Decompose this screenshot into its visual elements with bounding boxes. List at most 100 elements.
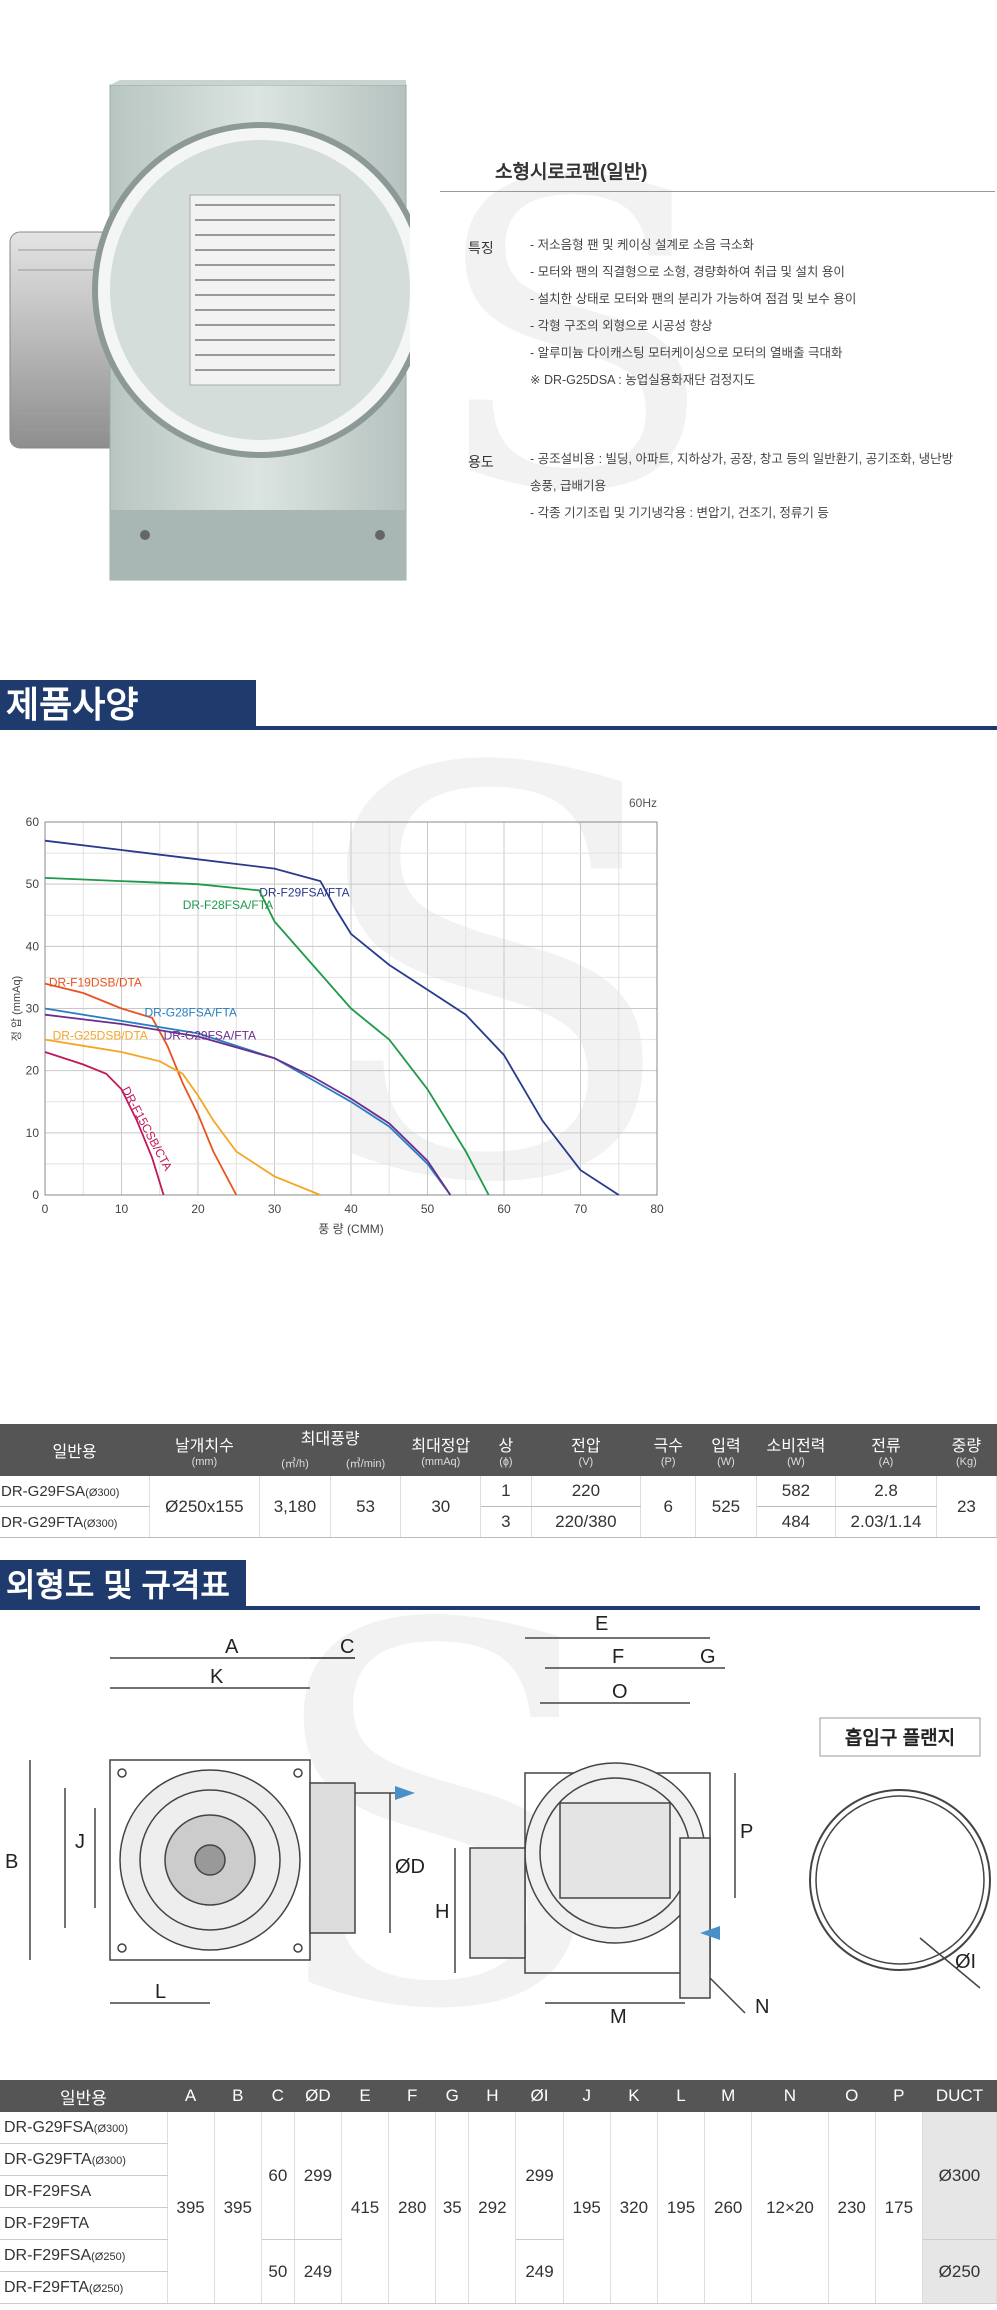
x-tick-label: 60	[497, 1202, 511, 1216]
G-cell: 35	[435, 2112, 470, 2304]
x-tick-label: 10	[115, 1202, 129, 1216]
flange-label: 흡입구 플랜지	[845, 1726, 955, 1749]
dim-label: G	[700, 1646, 716, 1668]
flange-label-box	[819, 1717, 981, 1757]
x-tick-label: 80	[650, 1202, 664, 1216]
series-label: DR-G25DSB/DTA	[53, 1029, 148, 1043]
section-title: 제품사양	[0, 680, 256, 730]
th-cell: DUCT	[922, 2080, 997, 2112]
y-tick-label: 60	[26, 815, 40, 829]
dim-label: P	[740, 1821, 753, 1843]
th-cell: L	[657, 2080, 705, 2112]
th-flow-min: (㎥/min)	[330, 1450, 401, 1476]
th-current: 전류 (A)	[835, 1424, 937, 1476]
series-line	[44, 1051, 165, 1196]
I-cell: 249	[515, 2239, 564, 2304]
duct-cell: Ø250	[922, 2239, 997, 2304]
outline-drawing: A C K B J ØD L E F G O P H M N ØI 흡입구 플랜…	[5, 1613, 991, 2028]
y-tick-label: 0	[32, 1188, 39, 1202]
model-cell: DR-G29FSA(Ø300)	[0, 2112, 168, 2144]
airflow-arrow-icon	[700, 1926, 720, 1940]
current-cell: 2.8	[835, 1476, 937, 1507]
dim-label: E	[595, 1613, 608, 1635]
fan-product-photo	[9, 80, 410, 581]
frequency-label: 60Hz	[629, 796, 657, 810]
th-cell: M	[704, 2080, 752, 2112]
feature-item: - 설치한 상태로 모터와 팬의 분리가 가능하여 점검 및 보수 용이	[530, 292, 857, 306]
inlet-flange	[809, 1789, 991, 1971]
title-divider	[440, 191, 995, 192]
section-underline	[0, 1606, 980, 1610]
th-maxflow: 최대풍량	[259, 1424, 401, 1450]
model-cell: DR-G29FTA(Ø300)	[0, 1506, 150, 1538]
y-tick-label: 50	[26, 877, 40, 891]
table-row: DR-G29FTA(Ø300) 3 220/380 484 2.03/1.14	[0, 1506, 997, 1538]
x-tick-label: 50	[421, 1202, 435, 1216]
size-cell: Ø250x155	[149, 1476, 261, 1538]
th-cell: ØD	[294, 2080, 342, 2112]
I-cell: 299	[515, 2112, 564, 2240]
current-cell: 2.03/1.14	[835, 1506, 937, 1538]
O-cell: 230	[828, 2112, 876, 2304]
th-cell: C	[261, 2080, 295, 2112]
th-cell: E	[341, 2080, 389, 2112]
voltage-cell: 220	[531, 1476, 642, 1507]
flow-h-cell: 3,180	[259, 1476, 331, 1538]
series-line	[44, 839, 620, 1196]
dim-label: L	[155, 1981, 166, 2003]
x-tick-label: 20	[191, 1202, 205, 1216]
th-model: 일반용	[0, 1424, 150, 1476]
power-cell: 582	[756, 1476, 837, 1507]
press-cell: 30	[400, 1476, 482, 1538]
dim-label: ØI	[955, 1951, 976, 1973]
B-cell: 395	[214, 2112, 262, 2304]
weight-cell: 23	[936, 1476, 997, 1538]
th-flow-h: (㎥/h)	[259, 1450, 331, 1476]
duct-cell: Ø300	[922, 2112, 997, 2240]
J-cell: 195	[563, 2112, 611, 2304]
table-row: DR-F29FSA	[0, 2175, 997, 2208]
series-line	[44, 877, 490, 1196]
th-cell: K	[610, 2080, 658, 2112]
spec-table: 일반용 날개치수 (mm) 최대풍량 최대정압 (mmAq) 상 (ɸ) 전압 (V) …	[0, 1424, 997, 1538]
th-input: 입력 (W)	[695, 1424, 757, 1476]
x-axis-label: 풍 량 (CMM)	[318, 1222, 383, 1236]
K-cell: 320	[610, 2112, 658, 2304]
th-cell: 일반용	[0, 2080, 167, 2112]
voltage-cell: 220/380	[531, 1506, 642, 1538]
th-cell: F	[388, 2080, 436, 2112]
performance-chart: 0 10 20 30 40 50 60 70 80 0 10 20 30 40 50 60 풍 량 (CMM) 정…	[10, 796, 664, 1236]
table-row: DR-F29FSA(Ø250) 50 249 249 Ø250	[0, 2239, 997, 2304]
dimension-table: 일반용 A B C ØD E F G H ØI J K L M N O P DU…	[0, 2080, 997, 2304]
product-title: 소형시로코팬(일반)	[495, 162, 648, 183]
use-item: - 각종 기기조립 및 기기냉각용 : 변압기, 건조기, 정류기 등	[530, 506, 829, 520]
th-voltage: 전압 (V)	[531, 1424, 641, 1476]
th-maxpress: 최대정압 (mmAq)	[400, 1424, 481, 1476]
series-line	[44, 1007, 452, 1196]
series-label: DR-F29FSA/FTA	[259, 886, 349, 900]
series-label: DR-F28FSA/FTA	[183, 898, 273, 912]
C-cell: 60	[261, 2112, 295, 2240]
dim-label: K	[210, 1666, 224, 1688]
feature-item: - 각형 구조의 외형으로 시공성 향상	[530, 319, 713, 333]
dim-label: J	[75, 1831, 85, 1853]
dim-label: C	[340, 1636, 354, 1658]
x-tick-label: 40	[344, 1202, 358, 1216]
th-cell: B	[214, 2080, 262, 2112]
th-cell: ØI	[515, 2080, 564, 2112]
th-cell: A	[167, 2080, 215, 2112]
front-view-flange	[309, 1782, 356, 1934]
y-tick-label: 40	[26, 939, 40, 953]
series-label: DR-F19DSB/DTA	[49, 976, 142, 990]
series-line	[44, 982, 238, 1196]
th-size: 날개치수 (mm)	[149, 1424, 260, 1476]
x-tick-label: 0	[42, 1202, 49, 1216]
P-cell: 175	[875, 2112, 923, 2304]
dim-label: A	[225, 1636, 239, 1658]
series-line	[44, 1038, 321, 1196]
dim-label: F	[612, 1646, 624, 1668]
series-label: DR-G29FSA/FTA	[164, 1029, 256, 1043]
model-cell: DR-G29FTA(Ø300)	[0, 2143, 168, 2176]
uses-list: - 공조설비용 : 빌딩, 아파트, 지하상가, 공장, 창고 등의 일반환기,…	[530, 446, 990, 527]
dim-label: H	[435, 1901, 449, 1923]
